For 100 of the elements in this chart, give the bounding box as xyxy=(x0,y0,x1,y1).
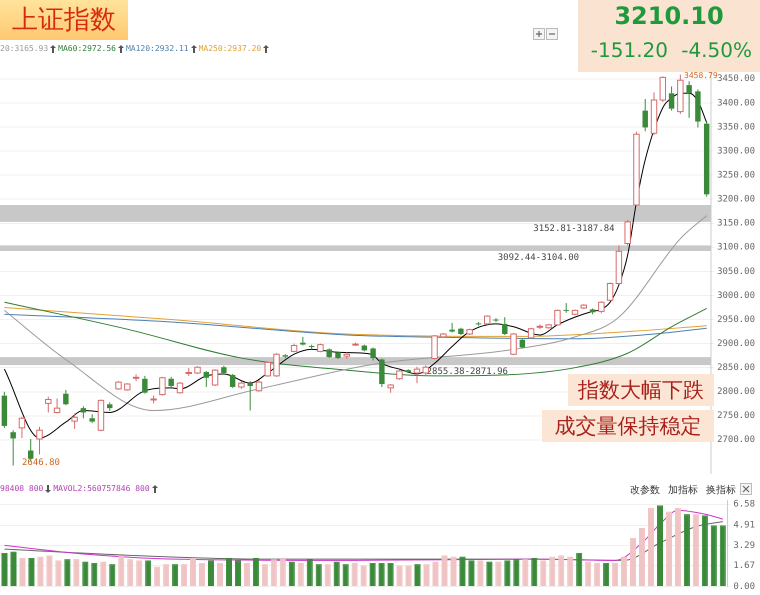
bar xyxy=(262,564,268,586)
y-tick-label: 2900.00 xyxy=(717,338,756,349)
text: -151.20 xyxy=(590,38,668,62)
bar xyxy=(226,558,232,586)
bar xyxy=(181,564,188,586)
line-series xyxy=(4,302,708,376)
bar xyxy=(513,559,520,586)
text: 改参数 xyxy=(630,484,660,497)
bar xyxy=(432,562,439,586)
y-tick-label: 2950.00 xyxy=(717,314,756,325)
y-tick-label: 3250.00 xyxy=(717,170,756,180)
bar xyxy=(450,556,456,586)
bar xyxy=(585,562,592,586)
candlestick xyxy=(502,316,508,336)
bar xyxy=(19,558,26,586)
bar xyxy=(504,560,510,586)
bar xyxy=(73,559,80,586)
bar xyxy=(244,562,250,586)
bar xyxy=(199,562,206,586)
bar xyxy=(459,556,466,586)
candlestick xyxy=(89,414,95,424)
text: -4.50% xyxy=(681,38,752,62)
bar xyxy=(1,552,8,586)
bar xyxy=(28,558,34,586)
candlestick xyxy=(458,327,464,336)
bar xyxy=(692,514,699,586)
candlestick xyxy=(326,348,332,359)
line-series xyxy=(4,215,708,412)
candlestick xyxy=(379,358,385,388)
candlestick xyxy=(300,336,306,346)
candlestick xyxy=(704,121,710,198)
y-tick-label: 0.00 xyxy=(733,582,756,592)
text: 3210.10 xyxy=(613,2,725,30)
line-series xyxy=(4,510,724,561)
bar xyxy=(306,559,313,586)
candlestick xyxy=(80,406,86,419)
bar xyxy=(91,562,98,586)
bar xyxy=(334,562,340,586)
y-tick-label: 2750.00 xyxy=(717,411,756,422)
bar xyxy=(288,562,295,586)
line-series xyxy=(4,314,708,340)
candlestick xyxy=(362,344,368,352)
bar xyxy=(388,562,394,586)
y-tick-label: 3100.00 xyxy=(717,242,756,253)
bar xyxy=(666,512,672,586)
bar xyxy=(656,505,664,586)
bar xyxy=(370,562,376,586)
bar xyxy=(414,564,421,586)
bar xyxy=(396,565,403,586)
text: MA250:2937.20 xyxy=(198,44,262,53)
bar xyxy=(477,560,484,586)
band-label: 3092.44-3104.00 xyxy=(498,252,580,263)
y-tick-label: 2700.00 xyxy=(717,435,756,446)
bar xyxy=(710,525,717,586)
y-tick-label: 3.29 xyxy=(733,540,756,551)
y-tick-label: 2800.00 xyxy=(717,387,756,398)
annotation: 指数大幅下跌 xyxy=(568,374,714,406)
bar xyxy=(252,558,259,586)
bar xyxy=(612,562,618,586)
bar xyxy=(46,555,52,586)
bar xyxy=(216,562,224,586)
bar xyxy=(468,560,474,586)
bar xyxy=(648,508,654,586)
bar xyxy=(441,555,448,586)
annotation: 3458.79 xyxy=(684,71,718,80)
y-tick-label: 3150.00 xyxy=(717,218,756,229)
bar xyxy=(37,556,44,586)
bar xyxy=(280,558,286,586)
bar xyxy=(118,555,124,586)
bar xyxy=(234,560,241,586)
candlestick xyxy=(449,322,455,334)
text: MA120:2932.11 xyxy=(126,44,189,53)
bar xyxy=(378,562,385,586)
y-tick-label: 3200.00 xyxy=(717,194,756,205)
bar xyxy=(549,556,556,586)
candlestick xyxy=(10,430,16,466)
bar xyxy=(324,564,331,586)
y-tick-label: 1.67 xyxy=(733,561,756,572)
bar xyxy=(522,559,528,586)
text: MAVOL2:560757846 800 xyxy=(53,484,150,493)
y-tick-label: 3000.00 xyxy=(717,290,756,301)
text: MA60:2972.56 xyxy=(58,44,116,53)
bar xyxy=(576,552,582,586)
candlestick xyxy=(642,98,648,132)
bar xyxy=(10,552,16,586)
text: 加指标 xyxy=(668,484,698,497)
candlestick xyxy=(686,80,692,118)
candlestick xyxy=(107,402,112,412)
candlestick xyxy=(282,354,288,359)
text: 换指标 xyxy=(706,484,736,497)
y-tick-label: 4.91 xyxy=(733,520,756,531)
bar xyxy=(540,560,546,586)
candlestick xyxy=(370,346,376,361)
bar xyxy=(495,562,502,586)
y-tick-label: 3350.00 xyxy=(717,122,756,132)
candlestick xyxy=(590,308,596,315)
bar xyxy=(352,562,358,586)
bar xyxy=(82,562,88,586)
candlestick xyxy=(405,368,411,374)
candlestick xyxy=(564,302,569,314)
